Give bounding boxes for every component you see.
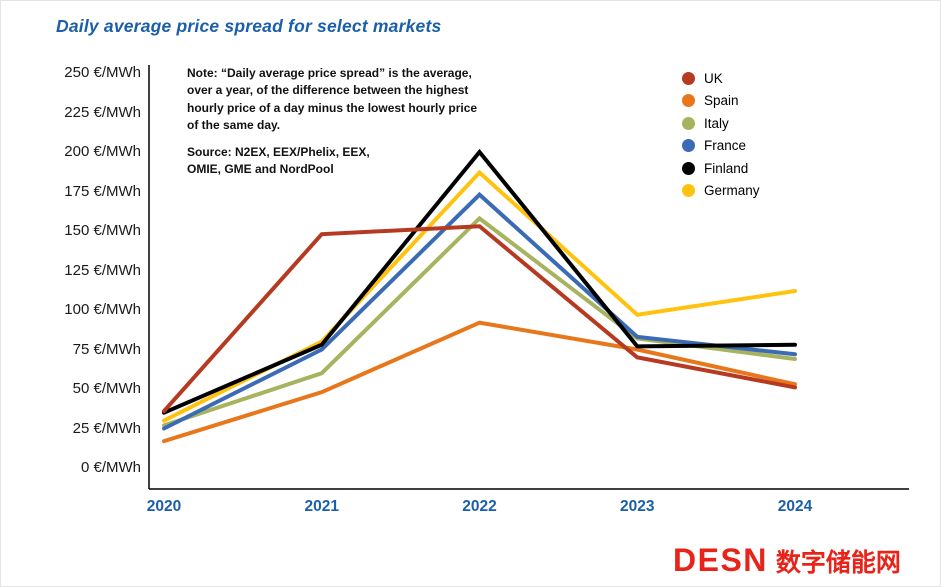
legend-item-germany: Germany bbox=[682, 180, 760, 203]
y-tick-label: 225 €/MWh bbox=[64, 103, 141, 121]
legend-item-finland: Finland bbox=[682, 157, 760, 180]
legend-item-italy: Italy bbox=[682, 112, 760, 135]
legend-dot bbox=[682, 116, 695, 130]
x-tick-label: 2021 bbox=[304, 498, 339, 515]
y-tick-label: 50 €/MWh bbox=[72, 380, 141, 397]
legend-dot bbox=[682, 161, 695, 175]
legend-dot bbox=[682, 94, 695, 108]
brand-logo-chinese: 数字储能网 bbox=[775, 549, 901, 577]
legend-label: Finland bbox=[704, 160, 749, 176]
brand-logo: DESN 数字储能网 bbox=[673, 542, 901, 579]
legend-item-spain: Spain bbox=[682, 90, 760, 113]
legend-item-france: France bbox=[682, 135, 760, 158]
chart-note-block: Note: “Daily average price spread” is th… bbox=[187, 65, 489, 178]
legend-label: France bbox=[704, 138, 747, 154]
chart-title: Daily average price spread for select ma… bbox=[56, 16, 442, 36]
note-text: Note: “Daily average price spread” is th… bbox=[187, 66, 478, 133]
y-tick-label: 175 €/MWh bbox=[64, 182, 141, 200]
legend-label: UK bbox=[704, 70, 723, 86]
y-tick-label: 250 €/MWh bbox=[64, 64, 141, 81]
series-line-germany bbox=[162, 169, 797, 423]
legend-label: Spain bbox=[704, 93, 739, 109]
y-tick-label: 75 €/MWh bbox=[72, 340, 141, 358]
y-tick-label: 200 €/MWh bbox=[64, 143, 141, 160]
legend-dot bbox=[682, 139, 695, 153]
brand-logo-latin: DESN bbox=[673, 542, 768, 578]
x-tick-label: 2023 bbox=[620, 498, 655, 515]
legend-dot bbox=[682, 71, 695, 85]
legend-label: Germany bbox=[704, 183, 760, 199]
x-tick-label: 2024 bbox=[777, 498, 813, 515]
legend-dot bbox=[682, 184, 695, 198]
y-tick-label: 100 €/MWh bbox=[64, 301, 141, 318]
y-tick-label: 0 €/MWh bbox=[80, 459, 141, 476]
series-line-finland bbox=[162, 148, 797, 415]
x-tick-label: 2022 bbox=[462, 498, 497, 515]
y-tick-label: 125 €/MWh bbox=[64, 261, 141, 279]
series-line-spain bbox=[162, 320, 797, 444]
y-tick-label: 25 €/MWh bbox=[72, 419, 141, 437]
y-tick-label: 150 €/MWh bbox=[64, 222, 141, 239]
series-line-uk bbox=[162, 224, 797, 414]
legend-item-uk: UK bbox=[682, 67, 760, 90]
legend-label: Italy bbox=[704, 115, 729, 131]
legend: UK Spain Italy France Finland Germany bbox=[682, 67, 760, 202]
series-line-france bbox=[162, 191, 797, 431]
x-tick-label: 2020 bbox=[146, 498, 182, 515]
source-text: Source: N2EX, EEX/Phelix, EEX, OMIE, GME… bbox=[187, 144, 370, 176]
